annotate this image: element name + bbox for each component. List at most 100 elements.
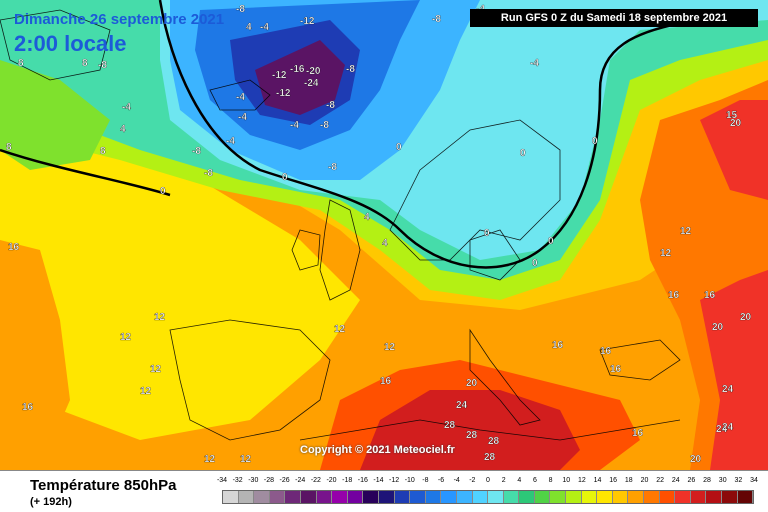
- scale-tick-label: -24: [295, 477, 306, 484]
- scale-swatch: [425, 491, 442, 503]
- isotherm-label: 28: [488, 436, 500, 447]
- scale-swatch: [722, 491, 738, 503]
- scale-tick-label: 2: [501, 477, 506, 484]
- isotherm-label: -4: [290, 120, 299, 131]
- scale-tick-label: -16: [357, 477, 368, 484]
- isotherm-label: -8: [326, 100, 335, 111]
- color-scale-labels: -34 -32 -30 -28 -26 -24 -22 -20 -18 -16 -14 -12 -10-…: [217, 477, 758, 489]
- isotherm-label: -12: [272, 70, 287, 81]
- scale-swatch: [659, 491, 676, 503]
- isotherm-label: 12: [240, 454, 252, 465]
- isotherm-label: -4: [530, 58, 539, 69]
- color-scale-swatches: [222, 490, 754, 504]
- isotherm-label: 28: [444, 420, 456, 431]
- isotherm-label: 24: [722, 422, 734, 433]
- legend-bar: Température 850hPa (+ 192h) -34 -32 -30 -28…: [0, 470, 768, 512]
- scale-swatch: [472, 491, 489, 503]
- isotherm-label: 12: [120, 332, 132, 343]
- coast-mediterranean: [299, 419, 681, 441]
- coast-greenland: [0, 9, 111, 81]
- isotherm-label: 24: [722, 384, 734, 395]
- isotherm-label: 20: [740, 312, 752, 323]
- scale-tick-label: 10: [562, 477, 571, 484]
- temp-band-24-28-east: [700, 100, 768, 200]
- scale-tick-label: -8: [422, 477, 429, 484]
- isotherm-label: 8: [18, 58, 24, 69]
- scale-tick-label: -10: [404, 477, 415, 484]
- isotherm-labels: -12-16 -20-24-12-8-8-8-4-4-4-8-8-4-8-12-4…: [6, 4, 752, 465]
- isotherm-label: 16: [600, 346, 612, 357]
- isotherm-label: 16: [380, 376, 392, 387]
- isotherm-label: 12: [204, 454, 216, 465]
- scale-swatch: [363, 491, 379, 503]
- scale-tick-label: -28: [263, 477, 274, 484]
- isotherm-0-atlantic: [0, 148, 171, 197]
- forecast-hour: (+ 192h): [30, 496, 72, 508]
- scale-tick-label: 16: [609, 477, 618, 484]
- scale-swatch: [690, 491, 707, 503]
- scale-swatch: [550, 491, 567, 503]
- scale-tick-label: 0: [486, 477, 490, 484]
- isotherm-label: 12: [680, 226, 692, 237]
- coast-italy: [469, 328, 541, 426]
- scale-swatch: [254, 491, 270, 503]
- run-info: Run GFS 0 Z du Samedi 18 septembre 2021: [470, 9, 758, 27]
- scale-tick-label: -6: [437, 477, 445, 484]
- scale-swatch: [612, 491, 629, 503]
- scale-swatch: [737, 491, 754, 503]
- isotherm-label: 12: [150, 364, 162, 375]
- isotherm-label: -8: [204, 168, 213, 179]
- scale-tick-label: 18: [624, 477, 633, 484]
- coast-scandinavia: [389, 119, 561, 261]
- parameter-name: Température 850hPa: [30, 477, 177, 494]
- scale-tick-label: 32: [734, 477, 743, 484]
- scale-tick-label: 6: [532, 477, 537, 484]
- scale-tick-label: -14: [373, 477, 384, 484]
- isotherm-label: 0: [520, 148, 526, 159]
- coast-black-sea: [599, 339, 681, 381]
- temp-band-nw: [0, 60, 110, 170]
- scale-swatch: [706, 491, 722, 503]
- temp-band-8-12: [0, 120, 360, 440]
- isotherm-label: 28: [466, 430, 478, 441]
- scale-swatch: [597, 491, 613, 503]
- scale-swatch: [566, 491, 582, 503]
- valid-date: Dimanche 26 septembre 2021: [14, 11, 225, 28]
- scale-tick-label: -20: [326, 477, 337, 484]
- scale-swatch: [488, 491, 504, 503]
- scale-swatch: [300, 491, 317, 503]
- scale-tick-label: 12: [577, 477, 586, 484]
- scale-tick-label: -30: [248, 477, 259, 484]
- isotherm-label: 12: [384, 342, 396, 353]
- scale-swatch: [534, 491, 551, 503]
- isotherm-label: 4: [246, 22, 252, 33]
- scale-swatch: [581, 491, 598, 503]
- scale-swatch: [285, 491, 301, 503]
- isotherm-label: -8: [320, 120, 329, 131]
- scale-swatch: [410, 491, 426, 503]
- scale-tick-label: -18: [342, 477, 353, 484]
- isotherm-label: 12: [140, 386, 152, 397]
- isotherm-label: 16: [8, 242, 20, 253]
- isotherm-label: -4: [238, 112, 247, 123]
- scale-tick-label: -4: [453, 477, 460, 484]
- isotherm-label: 8: [82, 58, 88, 69]
- scale-tick-label: 28: [703, 477, 711, 484]
- isotherm-label: 8: [6, 142, 12, 153]
- isotherm-label: 0: [282, 172, 288, 183]
- scale-swatch: [269, 491, 286, 503]
- isotherm-label: 20: [712, 322, 724, 333]
- temperature-map: -12-16 -20-24-12-8-8-8-4-4-4-8-8-4-8-12-4…: [0, 0, 768, 470]
- scale-swatch: [503, 491, 520, 503]
- isotherm-label: -8: [236, 4, 245, 15]
- scale-swatch: [394, 491, 411, 503]
- isotherm-label: 4: [364, 212, 370, 223]
- scale-tick-label: 22: [656, 477, 665, 484]
- isotherm-label: -8: [432, 14, 441, 25]
- isotherm-label: 4: [382, 238, 388, 249]
- scale-swatch: [456, 491, 473, 503]
- isotherm-label: 16: [22, 402, 34, 413]
- isotherm-label: 12: [154, 312, 166, 323]
- valid-time: 2:00 locale: [14, 31, 127, 56]
- isotherm-label: -4: [236, 92, 245, 103]
